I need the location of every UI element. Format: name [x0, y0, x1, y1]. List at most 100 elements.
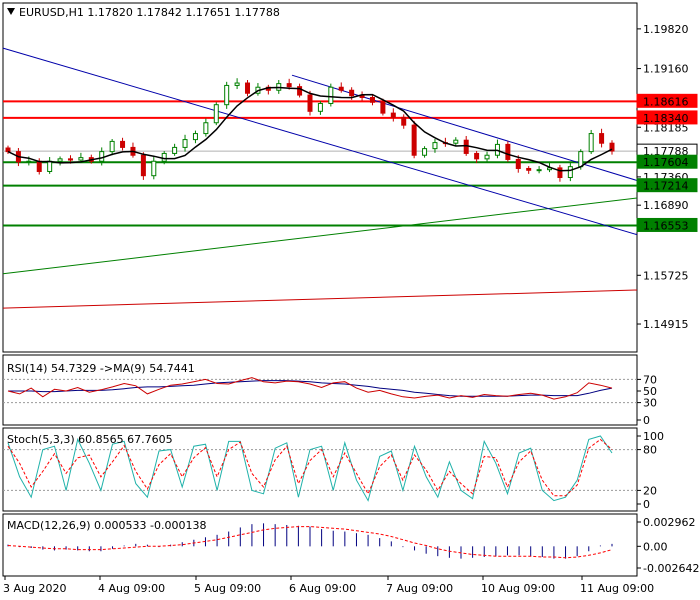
price-level-label: 1.16553: [643, 219, 689, 232]
macd-plot: [7, 523, 613, 559]
symbol-header: EURUSD,H1 1.17820 1.17842 1.17651 1.1778…: [7, 6, 280, 19]
price-tick-label: 1.15725: [643, 269, 689, 282]
candle-body: [109, 140, 115, 153]
time-tick-label: 5 Aug 09:00: [194, 582, 261, 595]
axis-tick-label: 0.002962: [643, 516, 696, 529]
candle-body: [203, 122, 209, 135]
rsi-plot: [3, 377, 637, 404]
price-level-label: 1.17214: [643, 180, 689, 193]
axis-tick-label: 0: [643, 414, 650, 427]
rsi-title: RSI(14) 54.7329 ->MA(9) 54.7441: [7, 362, 195, 375]
candle-body: [567, 166, 573, 178]
time-tick-label: 6 Aug 09:00: [289, 582, 356, 595]
candle-body: [578, 151, 584, 168]
axis-tick-label: 100: [643, 430, 664, 443]
candle-body: [172, 146, 178, 154]
axis-tick-label: 70: [643, 373, 657, 386]
candle-body: [245, 82, 251, 94]
candle-body: [161, 152, 167, 162]
price-plot: [2, 47, 638, 309]
time-axis: 3 Aug 2020 4 Aug 09:00 5 Aug 09:00 6 Aug 09…: [3, 576, 654, 595]
green-trend-line: [2, 197, 638, 275]
stoch-main-line: [7, 435, 613, 502]
moving-average-line: [7, 86, 613, 172]
dropdown-triangle-icon[interactable]: [7, 8, 15, 15]
time-tick-label: 3 Aug 2020: [3, 582, 66, 595]
candle-body: [526, 167, 532, 171]
rsi-line: [7, 377, 613, 400]
candle-body: [234, 82, 240, 86]
axis-tick-label: 30: [643, 397, 657, 410]
candle-body: [390, 112, 396, 118]
candle-body: [380, 101, 386, 114]
candle-body: [317, 102, 323, 112]
candle-body: [411, 124, 417, 156]
price-level-label: 1.17604: [643, 156, 689, 169]
price-axis: 1.198201.191601.181851.173601.168901.157…: [637, 23, 689, 331]
candle-body: [557, 167, 563, 179]
price-level-box: [636, 217, 698, 232]
stoch-plot: [3, 435, 637, 502]
candle-body: [57, 158, 63, 162]
candle-body: [588, 133, 594, 153]
price-level-box: [636, 93, 698, 108]
macd-signal-line: [7, 526, 613, 559]
red-trend-line: [2, 289, 638, 309]
time-tick-label: 4 Aug 09:00: [98, 582, 165, 595]
price-level-box: [636, 154, 698, 169]
axis-tick-label: 0: [643, 498, 650, 511]
candle-body: [432, 142, 438, 150]
price-tick-label: 1.14915: [643, 318, 689, 331]
candle-body: [349, 89, 355, 97]
candle-body: [213, 104, 219, 124]
candle-body: [36, 160, 42, 172]
candle-body: [536, 169, 542, 172]
channel-lower-line: [2, 47, 638, 236]
price-level-box: [636, 110, 698, 125]
candle-body: [67, 158, 73, 161]
candle-body: [453, 139, 459, 144]
candle-body: [422, 148, 428, 156]
candle-body: [401, 116, 407, 126]
stoch-signal-line: [7, 438, 613, 497]
candle-body: [505, 143, 511, 160]
candle-body: [297, 86, 303, 96]
macd-panel: 0.002962 0.00 -0.002642 MACD(12,26,9) 0.00…: [2, 513, 699, 577]
candle-body: [47, 160, 53, 172]
price-level-label: 1.18340: [643, 112, 689, 125]
price-level-box: [636, 178, 698, 193]
time-tick-label: 11 Aug 09:00: [580, 582, 654, 595]
candle-body: [140, 154, 146, 177]
candle-body: [192, 133, 198, 141]
candle-body: [120, 140, 126, 148]
axis-tick-label: 50: [643, 385, 657, 398]
candle-body: [224, 84, 230, 106]
candle-body: [286, 83, 292, 88]
axis-tick-label: 80: [643, 444, 657, 457]
time-tick-label: 10 Aug 09:00: [481, 582, 555, 595]
candle-body: [151, 160, 157, 177]
time-tick-label: 7 Aug 09:00: [386, 582, 453, 595]
candle-body: [5, 147, 11, 153]
candle-body: [609, 142, 615, 152]
price-level-label: 1.18616: [643, 95, 689, 108]
candle-body: [78, 157, 84, 161]
candle-body: [182, 139, 188, 148]
axis-tick-label: 0.00: [643, 540, 668, 553]
candle-body: [599, 133, 605, 144]
macd-title: MACD(12,26,9) 0.000533 -0.000138: [7, 519, 206, 532]
candle-body: [515, 158, 521, 169]
price-tick-label: 1.16890: [643, 199, 689, 212]
candle-body: [359, 95, 365, 98]
macd-axis: 0.002962 0.00 -0.002642: [637, 516, 699, 575]
stoch-title: Stoch(5,3,3) 60.8565 67.7605: [7, 433, 173, 446]
candle-body: [26, 160, 32, 163]
candle-body: [369, 96, 375, 103]
price-level-labels: 1.186161.183401.177881.176041.172141.165…: [636, 93, 698, 232]
price-panel: 1.198201.191601.181851.173601.168901.157…: [2, 2, 698, 353]
